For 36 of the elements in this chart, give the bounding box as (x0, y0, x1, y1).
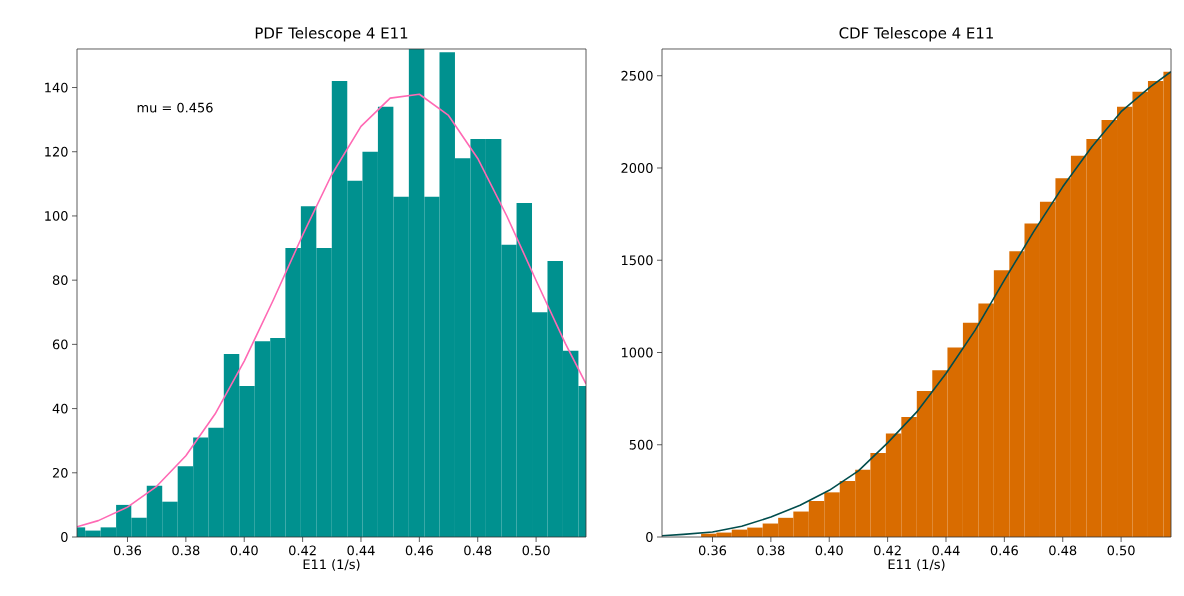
y-tick-label: 2500 (621, 70, 653, 81)
x-tick-label: 0.40 (230, 545, 258, 556)
y-tick-label: 140 (45, 82, 68, 93)
y-tick-label: 1500 (621, 255, 653, 266)
x-tick-label: 0.46 (990, 545, 1018, 556)
x-tick-label: 0.44 (932, 545, 960, 556)
x-tick-label: 0.50 (1107, 545, 1135, 556)
x-axis-title: E11 (1/s) (888, 559, 945, 571)
y-tick-label: 100 (45, 211, 68, 221)
y-tick-label: 1000 (621, 347, 653, 358)
x-tick-label: 0.46 (405, 545, 433, 556)
chart-title: CDF Telescope 4 E11 (839, 27, 993, 42)
annotation: mu = 0.456 (137, 102, 213, 113)
x-tick-label: 0.42 (874, 545, 901, 556)
y-tick-label: 120 (45, 146, 68, 157)
x-tick-label: 0.36 (698, 545, 727, 556)
x-tick-label: 0.48 (464, 545, 492, 556)
line-series (662, 70, 1172, 537)
x-tick-label: 0.38 (757, 545, 785, 556)
y-tick-label: 80 (52, 275, 68, 286)
y-tick-label: 0 (61, 532, 68, 542)
x-tick-label: 0.36 (113, 545, 142, 556)
x-tick-label: 0.50 (522, 545, 550, 556)
x-axis-title: E11 (1/s) (303, 559, 360, 571)
x-tick-label: 0.48 (1049, 545, 1077, 556)
x-tick-label: 0.40 (815, 545, 843, 556)
x-tick-label: 0.44 (347, 545, 375, 556)
y-tick-label: 60 (52, 339, 68, 350)
x-tick-label: 0.38 (172, 545, 200, 556)
y-tick-label: 500 (629, 439, 653, 450)
y-tick-label: 0 (646, 532, 653, 542)
y-tick-label: 40 (52, 403, 68, 414)
y-tick-label: 2000 (621, 163, 653, 173)
y-tick-label: 20 (52, 467, 68, 478)
x-tick-label: 0.42 (289, 545, 316, 556)
chart-title: PDF Telescope 4 E11 (255, 27, 408, 42)
